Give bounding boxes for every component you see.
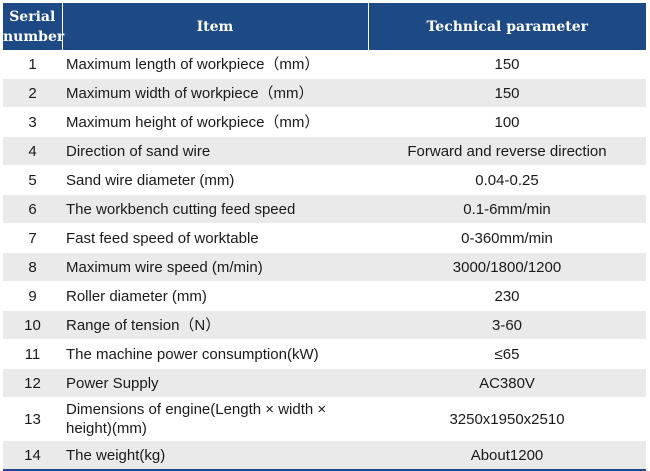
- serial-cell: 11: [3, 339, 62, 369]
- table-row: 2 Maximum width of workpiece（mm） 150: [3, 78, 646, 108]
- parameter-cell: 0-360mm/min: [368, 223, 646, 253]
- table-row: 12 Power Supply AC380V: [3, 368, 646, 398]
- parameter-cell: 3000/1800/1200: [368, 252, 646, 282]
- parameter-cell: About1200: [368, 440, 646, 471]
- serial-cell: 4: [3, 136, 62, 166]
- serial-cell: 2: [3, 78, 62, 108]
- parameter-cell: 100: [368, 107, 646, 137]
- item-cell: Dimensions of engine(Length × width × he…: [62, 397, 368, 441]
- parameter-cell: 0.1-6mm/min: [368, 194, 646, 224]
- table-row: 7 Fast feed speed of worktable 0-360mm/m…: [3, 223, 646, 253]
- serial-cell: 9: [3, 281, 62, 311]
- item-cell: Maximum height of workpiece（mm）: [62, 107, 368, 137]
- table-row: 14 The weight(kg) About1200: [3, 440, 646, 471]
- serial-cell: 7: [3, 223, 62, 253]
- header-serial-line2: number: [3, 28, 65, 45]
- header-serial-number: Serial number: [3, 3, 65, 50]
- table-row: 8 Maximum wire speed (m/min) 3000/1800/1…: [3, 252, 646, 282]
- item-cell: Maximum wire speed (m/min): [62, 252, 368, 282]
- table-row: 1 Maximum length of workpiece（mm） 150: [3, 50, 646, 79]
- header-row: Serial number Item Technical parameter: [3, 3, 646, 50]
- table-body: 1 Maximum length of workpiece（mm） 150 2 …: [3, 50, 646, 471]
- serial-cell: 1: [3, 50, 62, 79]
- table-row: 6 The workbench cutting feed speed 0.1-6…: [3, 194, 646, 224]
- table-row: 10 Range of tension（N） 3-60: [3, 310, 646, 340]
- parameter-cell: 150: [368, 50, 646, 79]
- parameter-cell: 3250x1950x2510: [368, 397, 646, 441]
- serial-cell: 3: [3, 107, 62, 137]
- item-cell: Range of tension（N）: [62, 310, 368, 340]
- serial-cell: 10: [3, 310, 62, 340]
- table-row: 3 Maximum height of workpiece（mm） 100: [3, 107, 646, 137]
- item-cell: Sand wire diameter (mm): [62, 165, 368, 195]
- parameter-cell: AC380V: [368, 368, 646, 398]
- table-row: 13 Dimensions of engine(Length × width ×…: [3, 397, 646, 441]
- table-row: 9 Roller diameter (mm) 230: [3, 281, 646, 311]
- header-technical-parameter: Technical parameter: [368, 3, 646, 50]
- table-row: 11 The machine power consumption(kW) ≤65: [3, 339, 646, 369]
- serial-cell: 6: [3, 194, 62, 224]
- table-row: 5 Sand wire diameter (mm) 0.04-0.25: [3, 165, 646, 195]
- header-serial-line1: Serial: [9, 8, 56, 25]
- table-row: 4 Direction of sand wire Forward and rev…: [3, 136, 646, 166]
- item-cell: Direction of sand wire: [62, 136, 368, 166]
- item-cell: Maximum length of workpiece（mm）: [62, 50, 368, 79]
- parameter-cell: 3-60: [368, 310, 646, 340]
- serial-cell: 12: [3, 368, 62, 398]
- item-cell: The weight(kg): [62, 440, 368, 471]
- serial-cell: 5: [3, 165, 62, 195]
- item-cell: Maximum width of workpiece（mm）: [62, 78, 368, 108]
- item-cell: Roller diameter (mm): [62, 281, 368, 311]
- item-cell: The workbench cutting feed speed: [62, 194, 368, 224]
- item-cell: Fast feed speed of worktable: [62, 223, 368, 253]
- serial-cell: 14: [3, 440, 62, 471]
- parameter-cell: 0.04-0.25: [368, 165, 646, 195]
- parameter-cell: 230: [368, 281, 646, 311]
- header-item: Item: [62, 3, 369, 50]
- technical-parameter-table: Serial number Item Technical parameter 1…: [3, 3, 646, 471]
- parameter-cell: Forward and reverse direction: [368, 136, 646, 166]
- parameter-cell: 150: [368, 78, 646, 108]
- table-header: Serial number Item Technical parameter: [3, 3, 646, 50]
- serial-cell: 8: [3, 252, 62, 282]
- item-cell: Power Supply: [62, 368, 368, 398]
- serial-cell: 13: [3, 397, 62, 441]
- item-cell: The machine power consumption(kW): [62, 339, 368, 369]
- parameter-cell: ≤65: [368, 339, 646, 369]
